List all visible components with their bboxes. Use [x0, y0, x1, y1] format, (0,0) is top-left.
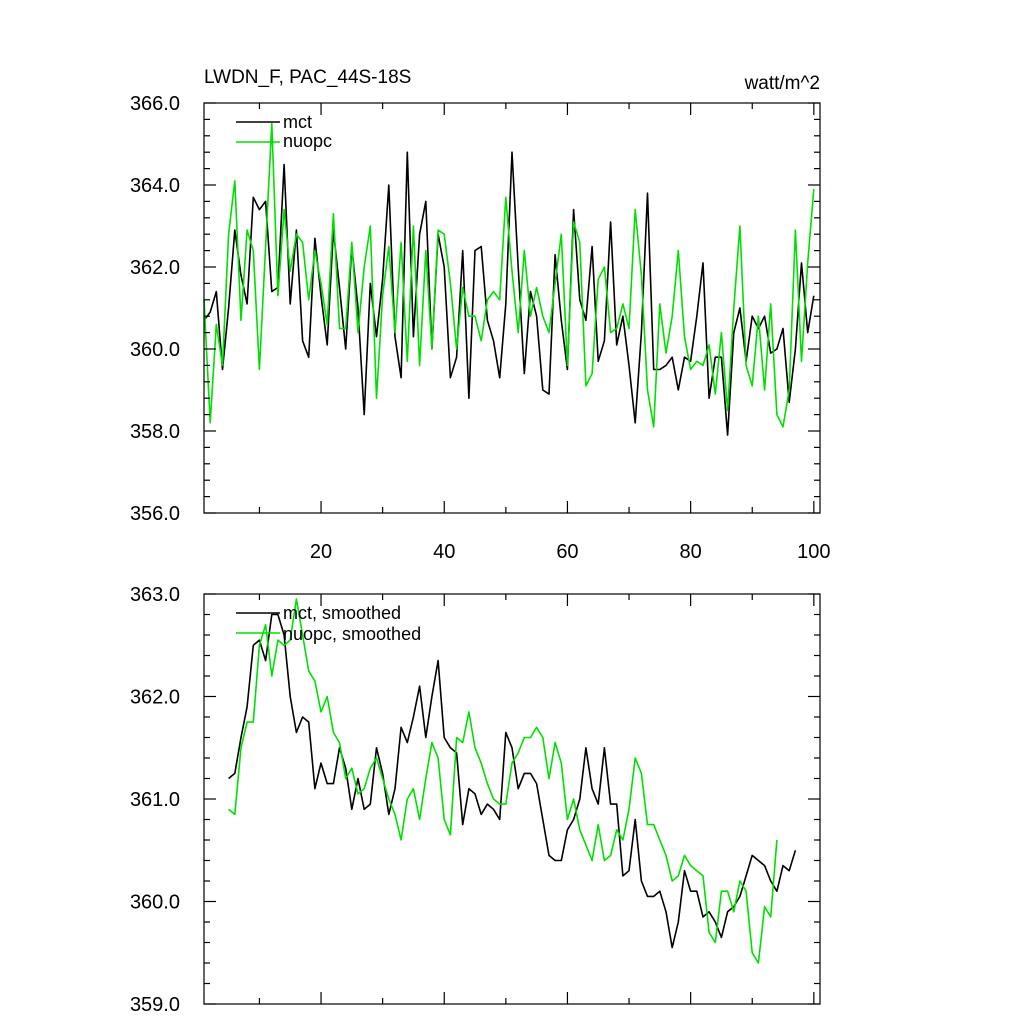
top-panel-legend: mct nuopc [236, 112, 332, 151]
y-tick-label: 362.0 [130, 687, 180, 709]
legend-label-nuopc: nuopc [283, 131, 332, 151]
x-tick-label: 100 [797, 541, 830, 563]
y-tick-label: 361.0 [130, 789, 180, 811]
y-tick-label: 360.0 [130, 339, 180, 361]
y-tick-label: 363.0 [130, 584, 180, 606]
top-panel-frame [203, 102, 821, 514]
x-tick-label: 60 [556, 541, 578, 563]
legend-label-mct-smoothed: mct, smoothed [283, 603, 401, 623]
x-tick-label: 80 [680, 541, 702, 563]
top-series-mct [203, 151, 815, 436]
y-tick-label: 364.0 [130, 175, 180, 197]
top-panel: LWDN_F, PAC_44S-18S watt/m^2 356.0 358.0 3… [130, 67, 831, 563]
y-tick-label: 358.0 [130, 421, 180, 443]
y-tick-label: 362.0 [130, 257, 180, 279]
bottom-series-mct-smoothed [228, 613, 797, 949]
bottom-panel-legend: mct, smoothed nuopc, smoothed [236, 603, 421, 644]
bottom-panel: 359.0 360.0 361.0 362.0 363.0 mct, smoothed … [130, 584, 821, 1016]
bottom-series-nuopc-smoothed [228, 598, 778, 964]
x-tick-label: 20 [310, 541, 332, 563]
bottom-panel-frame [203, 593, 821, 1005]
y-tick-label: 359.0 [130, 994, 180, 1016]
legend-label-nuopc-smoothed: nuopc, smoothed [283, 624, 421, 644]
top-series-nuopc [203, 122, 815, 428]
y-tick-label: 366.0 [130, 93, 180, 115]
y-tick-label: 356.0 [130, 503, 180, 525]
top-panel-units: watt/m^2 [744, 73, 820, 94]
y-tick-label: 360.0 [130, 892, 180, 914]
top-panel-title: LWDN_F, PAC_44S-18S [204, 67, 411, 88]
legend-label-mct: mct [283, 112, 312, 132]
x-tick-label: 40 [433, 541, 455, 563]
